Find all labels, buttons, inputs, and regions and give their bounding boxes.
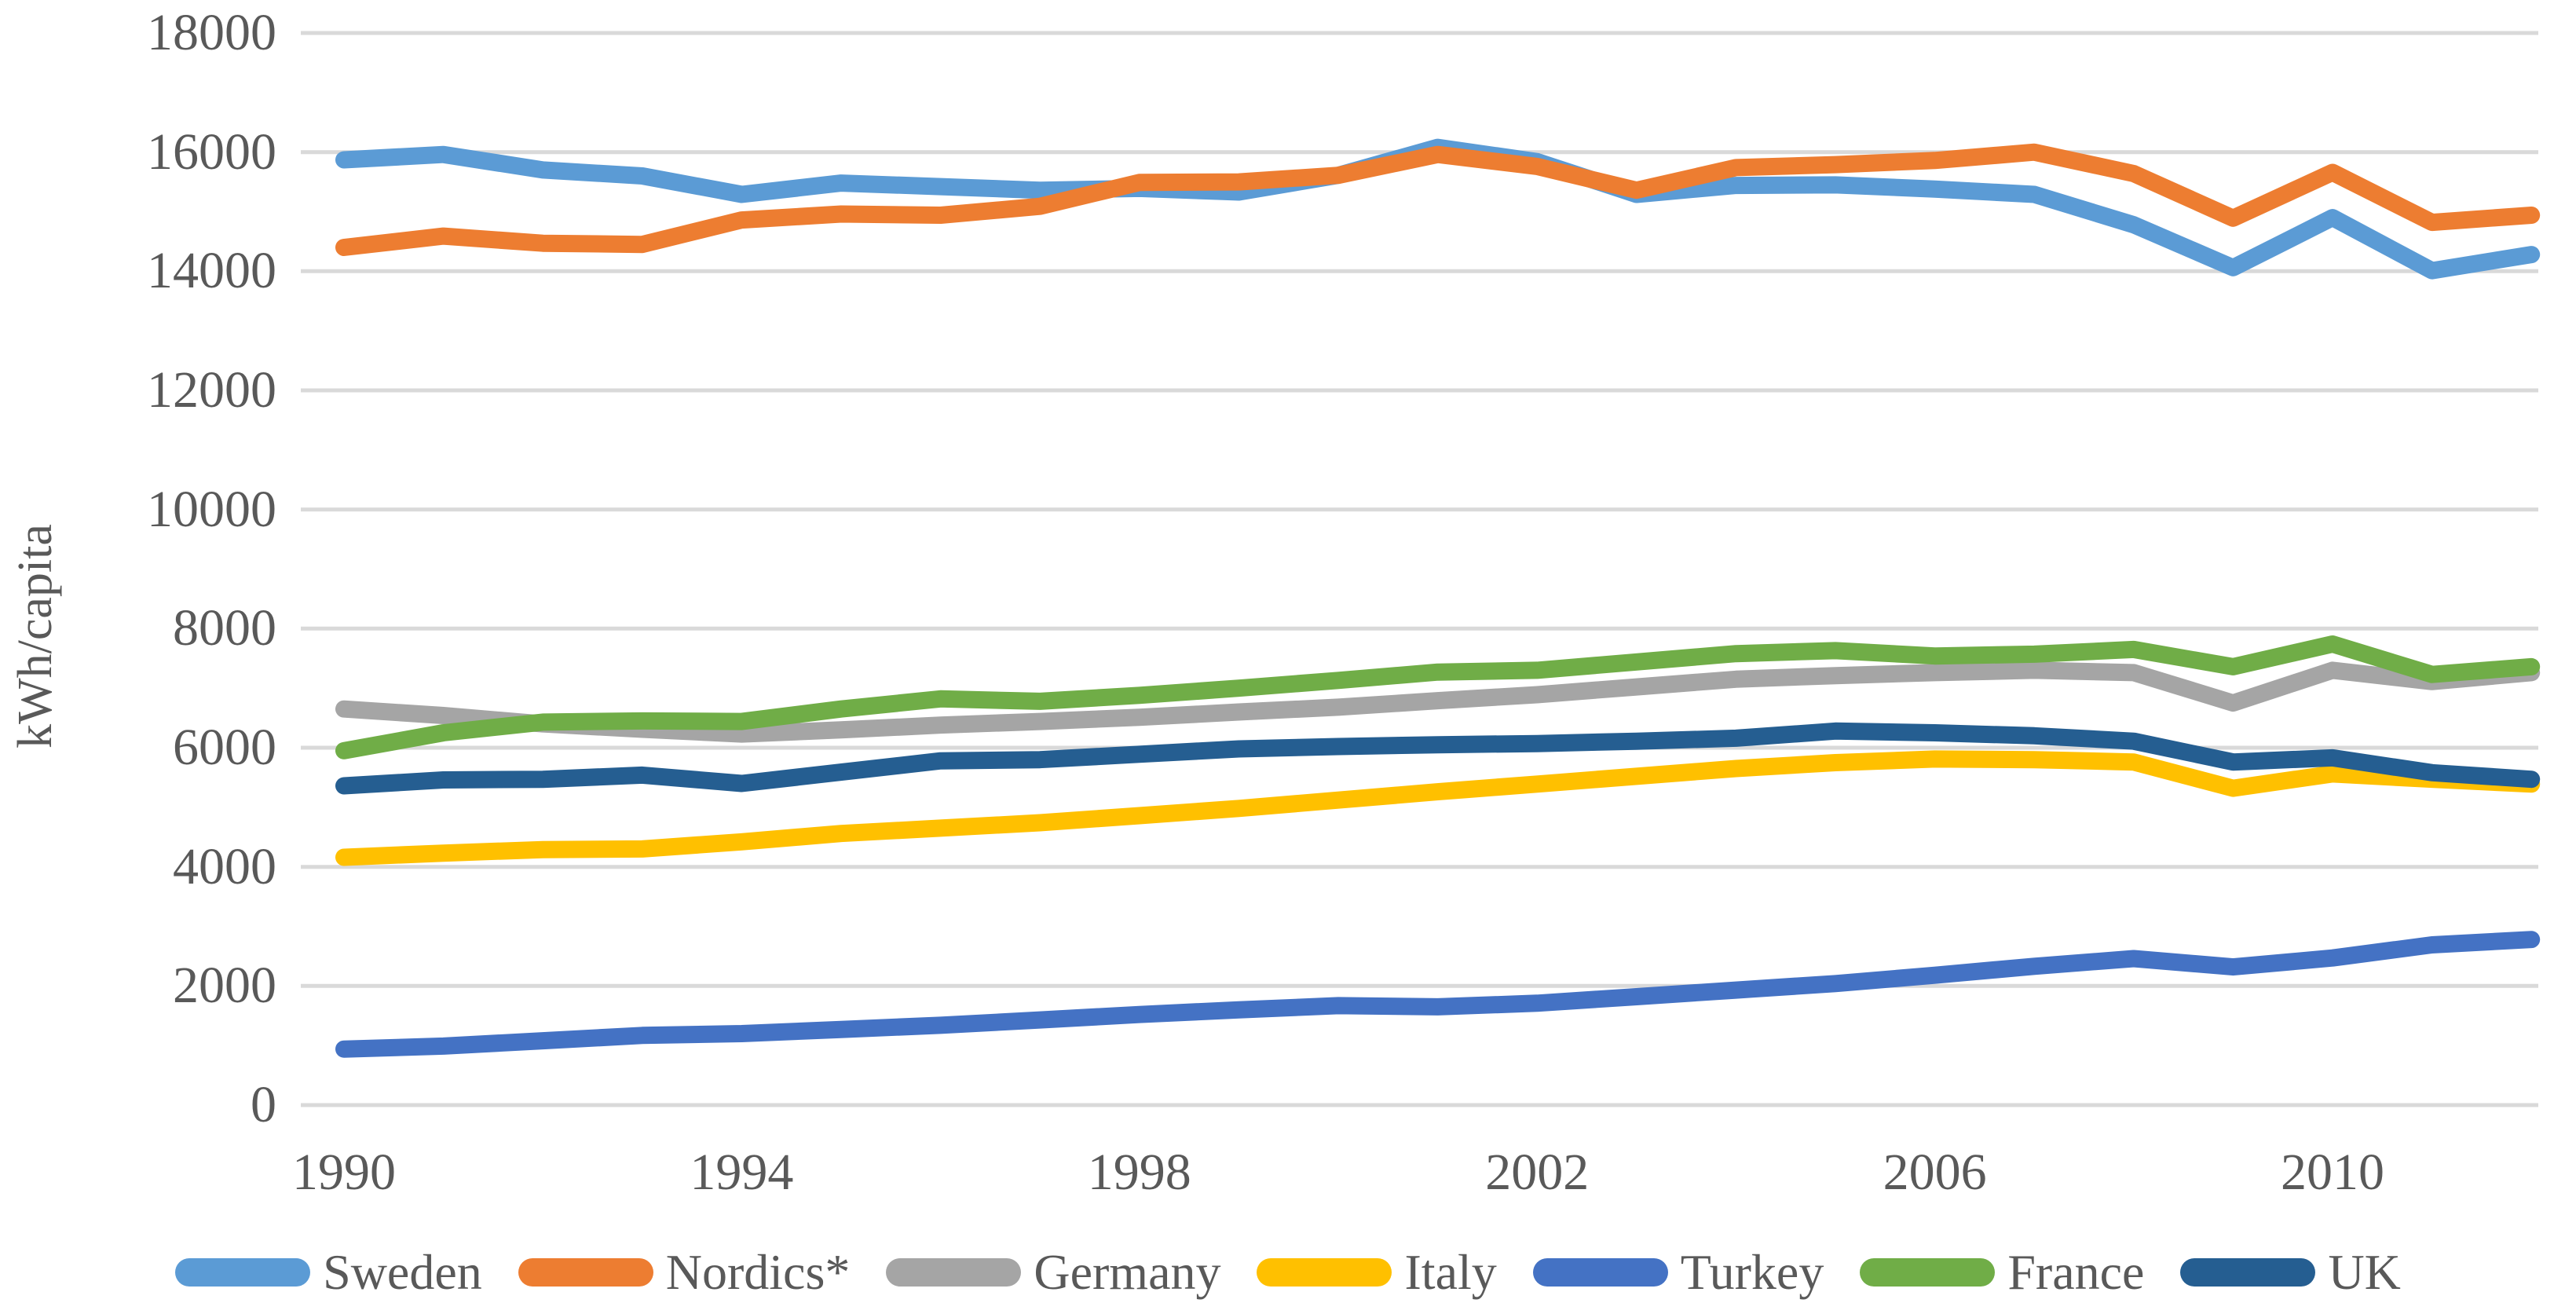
y-axis-tick-label-0: 0 xyxy=(251,1076,276,1133)
legend-item-label: Nordics* xyxy=(665,1244,851,1300)
series-line-germany xyxy=(335,661,2541,743)
legend-item-label: Sweden xyxy=(323,1244,482,1300)
legend-item-italy: Italy xyxy=(1257,1244,1497,1301)
legend-item-germany: Germany xyxy=(886,1244,1220,1301)
gridlines-group xyxy=(301,31,2538,1107)
legend-color-chip xyxy=(518,1258,653,1287)
legend-color-chip xyxy=(1257,1258,1392,1287)
series-line-turkey xyxy=(335,931,2541,1058)
series-line-italy xyxy=(335,750,2541,866)
x-axis-tick-label-2002: 2002 xyxy=(1485,1144,1590,1201)
y-axis-tick-label-16000: 16000 xyxy=(147,123,276,181)
x-axis-tick-label-2006: 2006 xyxy=(1883,1144,1987,1201)
y-axis-tick-label-18000: 18000 xyxy=(147,4,276,61)
y-axis-tick-label-8000: 8000 xyxy=(173,599,276,657)
y-axis-tick-label-14000: 14000 xyxy=(147,242,276,300)
y-axis-tick-label-12000: 12000 xyxy=(147,361,276,419)
legend-item-label: France xyxy=(2007,1244,2145,1300)
legend: Sweden Nordics* Germany Italy Turkey France UK xyxy=(0,1239,2576,1305)
y-axis-title: kWh/capita xyxy=(9,524,62,749)
series-line-uk xyxy=(335,722,2541,795)
legend-item-label: Germany xyxy=(1034,1244,1221,1300)
legend-item-france: France xyxy=(1860,1244,2144,1301)
y-axis-tick-label-6000: 6000 xyxy=(173,719,276,776)
legend-item-uk: UK xyxy=(2180,1244,2401,1301)
legend-item-nordics: Nordics* xyxy=(518,1244,851,1301)
y-axis-tick-label-10000: 10000 xyxy=(147,480,276,538)
legend-color-chip xyxy=(175,1258,311,1287)
legend-color-chip xyxy=(1532,1258,1668,1287)
series-line-nordics xyxy=(335,143,2541,256)
legend-item-sweden: Sweden xyxy=(175,1244,482,1301)
legend-color-chip xyxy=(886,1258,1022,1287)
legend-color-chip xyxy=(1860,1258,1996,1287)
legend-color-chip xyxy=(2180,1258,2316,1287)
legend-item-label: UK xyxy=(2328,1244,2401,1300)
x-axis-tick-label-1994: 1994 xyxy=(690,1144,794,1201)
y-axis-tick-label-2000: 2000 xyxy=(173,957,276,1015)
legend-item-label: Italy xyxy=(1404,1244,1497,1300)
y-axis-tick-label-4000: 4000 xyxy=(173,837,276,895)
x-axis-tick-label-1998: 1998 xyxy=(1087,1144,1191,1201)
x-axis-tick-label-2010: 2010 xyxy=(2281,1144,2384,1201)
series-lines-group xyxy=(335,138,2541,1058)
legend-item-turkey: Turkey xyxy=(1532,1244,1824,1301)
x-axis-tick-label-1990: 1990 xyxy=(292,1144,396,1201)
series-line-france xyxy=(335,635,2541,759)
legend-item-label: Turkey xyxy=(1680,1244,1824,1300)
